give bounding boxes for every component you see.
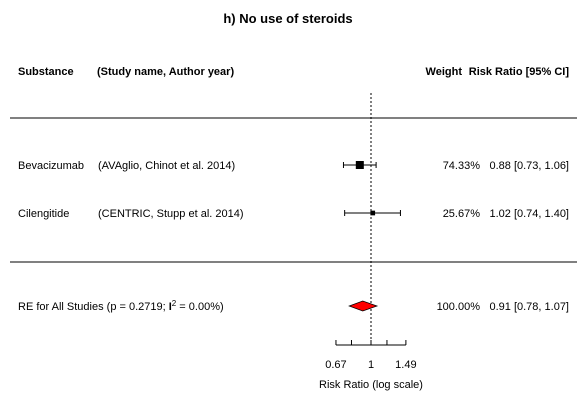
- header-weight: Weight: [426, 66, 463, 78]
- study-ci-label: 1.02 [0.74, 1.40]: [489, 208, 569, 220]
- axis-tick-label: 0.67: [325, 359, 346, 371]
- header-risk-ratio: Risk Ratio [95% CI]: [469, 66, 570, 78]
- summary-weight: 100.00%: [437, 301, 481, 313]
- study-row: Bevacizumab (AVAglio, Chinot et al. 2014)…: [18, 160, 569, 172]
- study-ci-label: 0.88 [0.73, 1.06]: [489, 160, 569, 172]
- header-study: (Study name, Author year): [97, 66, 234, 78]
- study-weight: 25.67%: [443, 208, 481, 220]
- summary-ci-label: 0.91 [0.78, 1.07]: [489, 301, 569, 313]
- header-substance: Substance: [18, 66, 74, 78]
- chart-title: h) No use of steroids: [223, 11, 352, 26]
- axis-tick-label: 1.49: [395, 359, 416, 371]
- study-row: Cilengitide (CENTRIC, Stupp et al. 2014) 2…: [18, 208, 569, 220]
- x-axis-label: Risk Ratio (log scale): [319, 379, 423, 391]
- axis-tick-label: 1: [368, 359, 374, 371]
- study-name: (CENTRIC, Stupp et al. 2014): [98, 208, 244, 220]
- x-axis: 0.67 1 1.49: [325, 340, 417, 371]
- study-substance: Bevacizumab: [18, 160, 84, 172]
- summary-label: RE for All Studies (p = 0.2719; I2 = 0.0…: [18, 299, 224, 313]
- summary-diamond: [348, 300, 379, 312]
- point-estimate: [370, 210, 376, 216]
- point-estimate: [355, 161, 364, 169]
- study-substance: Cilengitide: [18, 208, 69, 220]
- study-name: (AVAglio, Chinot et al. 2014): [98, 160, 235, 172]
- study-weight: 74.33%: [443, 160, 481, 172]
